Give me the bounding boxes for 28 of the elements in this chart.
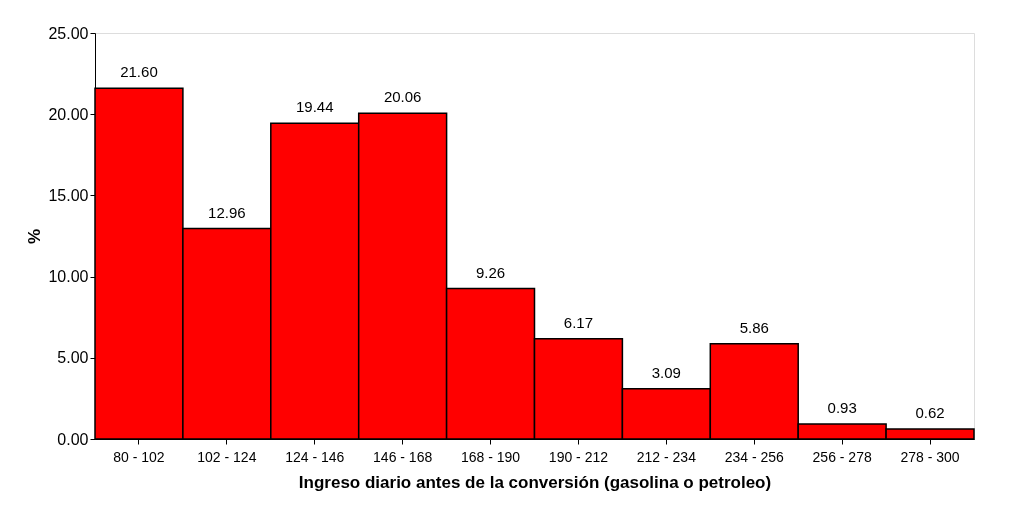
data-label: 5.86 [739,318,769,336]
y-tick-label: 20.00 [48,105,89,123]
data-label: 20.06 [383,88,422,106]
x-tick-label: 256 - 278 [812,448,872,465]
data-label: 21.60 [120,63,158,81]
data-label: 6.17 [563,313,594,331]
x-tick-label: 124 - 146 [285,448,345,465]
data-label: 12.96 [208,203,246,221]
data-label: 0.93 [827,398,857,416]
x-tick-label: 190 - 212 [548,448,609,465]
x-tick-label: 168 - 190 [460,448,521,465]
x-tick-label: 102 - 124 [197,448,257,465]
data-label: 9.26 [475,263,506,281]
data-label: 0.62 [915,403,945,421]
x-axis-title: Ingreso diario antes de la conversión (gasolina o petroleo) [298,472,772,492]
x-tick-label: 212 - 234 [636,448,697,465]
x-tick-label: 146 - 168 [373,448,433,465]
data-label: 3.09 [651,363,681,381]
y-tick-label: 5.00 [57,349,89,367]
y-tick-label: 25.00 [48,24,89,42]
x-tick-label: 278 - 300 [900,448,960,465]
data-label: 19.44 [295,98,334,116]
x-tick-label: 80 - 102 [113,448,165,465]
y-tick-label: 0.00 [57,430,89,448]
y-tick-label: 10.00 [48,268,89,286]
y-axis-title: % [25,228,45,245]
x-tick-label: 234 - 256 [724,448,785,465]
y-tick-label: 15.00 [48,186,89,204]
